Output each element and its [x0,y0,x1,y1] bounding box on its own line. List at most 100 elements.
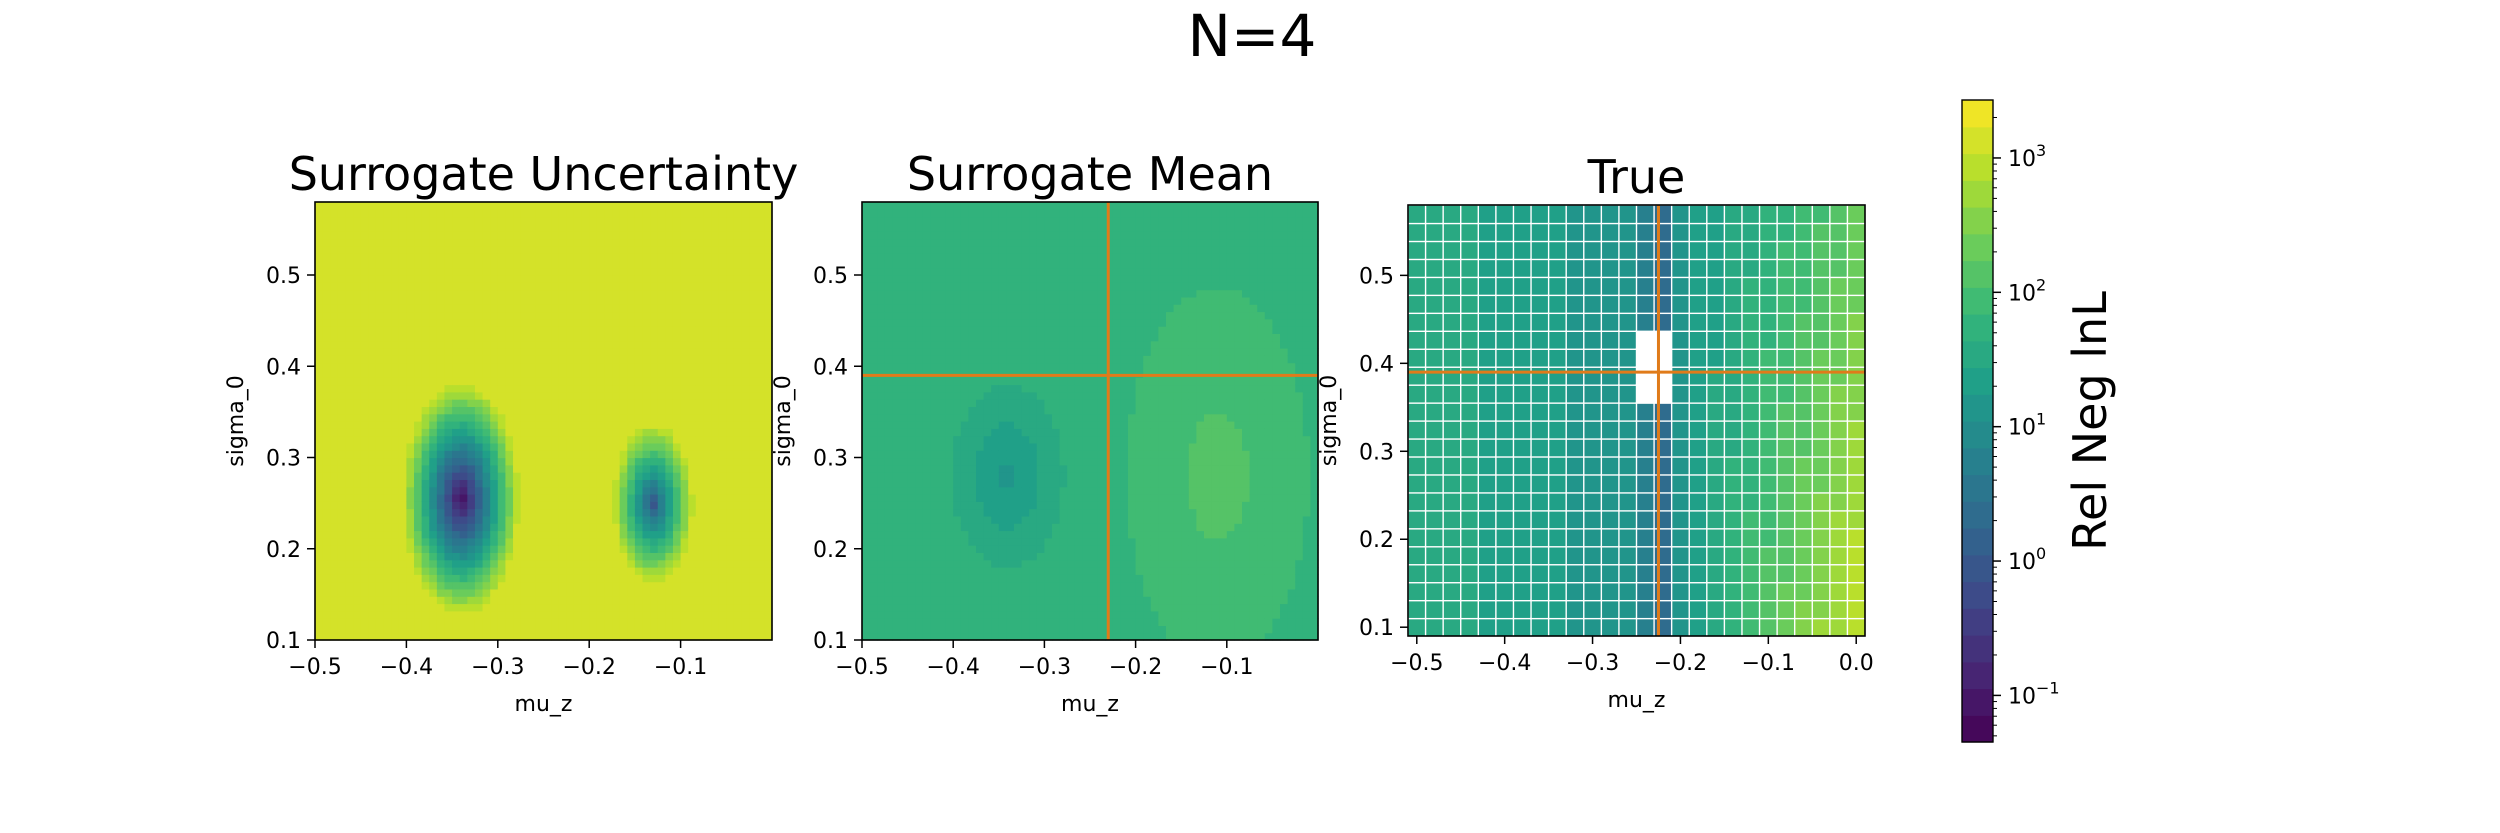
heatmap-cell [938,581,947,590]
heatmap-cell [1021,632,1030,641]
heatmap-cell [884,559,893,568]
heatmap-cell [543,464,552,473]
heatmap-cell [535,362,545,371]
heatmap-cell [543,625,552,634]
heatmap-cell [1014,362,1023,371]
heatmap-cell [421,311,430,320]
heatmap-cell [398,442,407,451]
heatmap-cell [764,260,773,269]
heatmap-cell [884,289,893,298]
heatmap-cell [718,282,727,291]
heatmap-cell [650,253,659,261]
heatmap-cell [1006,333,1015,342]
heatmap-cell [573,625,583,634]
heatmap-cell [968,479,977,488]
heatmap-cell [922,494,931,502]
heatmap-cell [596,523,606,532]
heatmap-cell [596,340,606,349]
heatmap-cell [953,618,962,626]
heatmap-cell [756,275,765,283]
heatmap-cell [953,253,962,261]
heatmap-cell [634,355,644,364]
heatmap-cell [991,282,1000,291]
heatmap-cell [726,362,735,371]
heatmap-cell [360,523,369,532]
heatmap-cell [474,450,484,459]
heatmap-cell [513,501,522,510]
heatmap-cell [642,457,651,466]
heatmap-cell [862,223,871,232]
heatmap-cell [884,596,893,605]
heatmap-cell [976,545,985,553]
heatmap-cell [627,282,636,291]
heatmap-cell [513,457,522,466]
heatmap-cell [330,289,339,298]
heatmap-cell [907,610,916,619]
heatmap-cell [998,428,1007,437]
heatmap-cell [1006,618,1015,626]
heatmap-cell [665,421,674,429]
panel-title: Surrogate Uncertainty [289,147,799,201]
heatmap-cell [612,362,621,371]
heatmap-cell [322,391,331,400]
heatmap-cell [520,545,529,553]
heatmap-cell [726,421,735,429]
heatmap-cell [414,588,423,597]
heatmap-cell [581,545,590,553]
heatmap-cell [375,238,385,247]
heatmap-cell [513,399,522,407]
heatmap-cell [869,304,878,313]
heatmap-cell [968,399,977,407]
heatmap-cell [938,384,947,393]
heatmap-cell [467,326,476,334]
heatmap-cell [991,472,1000,480]
heatmap-cell [907,559,916,568]
heatmap-cell [566,362,575,371]
heatmap-cell [733,348,743,356]
heatmap-cell [353,523,362,532]
heatmap-cell [998,362,1007,371]
heatmap-cell [976,384,985,393]
heatmap-cell [406,304,415,313]
heatmap-cell [1021,472,1030,480]
heatmap-cell [543,435,552,444]
heatmap-cell [892,391,901,400]
heatmap-cell [520,457,529,466]
heatmap-cell [900,340,909,349]
heatmap-cell [436,362,446,371]
heatmap-cell [1029,552,1038,561]
heatmap-cell [968,501,977,510]
heatmap-cell [619,515,628,524]
heatmap-cell [513,581,522,590]
heatmap-cell [566,260,575,269]
heatmap-cell [360,238,369,247]
heatmap-cell [398,311,407,320]
heatmap-cell [627,435,636,444]
heatmap-cell [490,530,499,539]
heatmap-cell [733,457,743,466]
heatmap-cell [589,537,598,546]
heatmap-cell [960,610,969,619]
heatmap-cell [353,260,362,269]
heatmap-cell [756,596,765,605]
heatmap-cell [619,245,628,254]
heatmap-cell [877,223,886,232]
heatmap-cell [497,326,507,334]
heatmap-cell [391,253,400,261]
heatmap-cell [892,442,901,451]
heatmap-cell [695,501,705,510]
heatmap-cell [513,515,522,524]
heatmap-cell [459,348,468,356]
heatmap-cell [490,479,499,488]
heatmap-cell [520,479,529,488]
heatmap-cell [543,304,552,313]
heatmap-cell [315,362,324,371]
heatmap-cell [998,494,1007,502]
heatmap-cell [543,362,552,371]
heatmap-cell [497,581,507,590]
heatmap-cell [764,223,773,232]
heatmap-cell [884,340,893,349]
heatmap-cell [877,413,886,422]
heatmap-cell [764,442,773,451]
heatmap-cell [634,369,644,378]
